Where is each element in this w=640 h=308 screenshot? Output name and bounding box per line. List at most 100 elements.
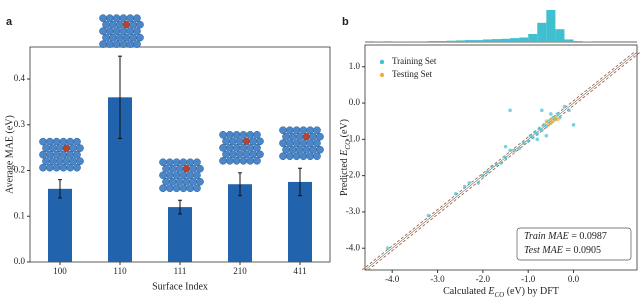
point bbox=[549, 112, 553, 116]
atom bbox=[106, 27, 114, 35]
atom bbox=[179, 171, 188, 180]
atom bbox=[279, 126, 287, 135]
atom bbox=[285, 139, 294, 148]
annotation: Test MAE = 0.0905 bbox=[524, 245, 601, 256]
atom bbox=[225, 143, 234, 152]
label-subscript: CO bbox=[494, 291, 504, 299]
error-bar bbox=[298, 167, 302, 197]
hist-bar bbox=[473, 40, 483, 42]
surface-image bbox=[99, 14, 144, 48]
atom bbox=[219, 156, 227, 165]
atom bbox=[225, 130, 234, 139]
annotation-name: Test MAE bbox=[524, 245, 563, 256]
x-tick-label: 100 bbox=[53, 266, 67, 276]
point bbox=[426, 213, 431, 218]
y-tick-label: 0.0 bbox=[349, 97, 361, 107]
hist-bar bbox=[501, 38, 511, 42]
annotation-value: = 0.0905 bbox=[563, 245, 601, 256]
atom bbox=[219, 130, 227, 139]
hist-bar bbox=[491, 39, 501, 42]
atom bbox=[102, 33, 110, 42]
bar bbox=[48, 188, 72, 262]
atom bbox=[106, 14, 114, 22]
atom bbox=[42, 144, 50, 152]
atom bbox=[133, 40, 141, 48]
hist-bar bbox=[546, 10, 556, 42]
hist-bar bbox=[455, 40, 465, 42]
x-tick-label: -2.0 bbox=[476, 274, 491, 284]
hist-bar bbox=[510, 38, 520, 42]
atom bbox=[162, 177, 170, 186]
surface-image bbox=[159, 158, 204, 193]
atom bbox=[162, 164, 170, 173]
hist-bar bbox=[446, 40, 456, 42]
y-tick-label: 0.0 bbox=[14, 256, 26, 266]
hist-bar bbox=[519, 37, 529, 42]
atom bbox=[168, 164, 177, 173]
y-tick-label: 1.0 bbox=[349, 61, 361, 71]
y-tick-label: 0.3 bbox=[14, 119, 26, 129]
hist-bar bbox=[564, 39, 574, 42]
atom bbox=[133, 14, 141, 22]
atom bbox=[232, 130, 241, 139]
atom bbox=[196, 164, 204, 173]
atom bbox=[182, 177, 191, 186]
y-tick-label: -3.0 bbox=[346, 206, 361, 216]
point bbox=[540, 128, 544, 133]
atom bbox=[292, 152, 301, 161]
atom bbox=[122, 33, 131, 42]
atom bbox=[242, 150, 251, 159]
annotation: Train MAE = 0.0987 bbox=[524, 231, 607, 242]
atom bbox=[136, 20, 144, 29]
atom bbox=[228, 137, 237, 146]
atom bbox=[49, 157, 57, 165]
parity-line bbox=[367, 51, 640, 271]
atom bbox=[225, 156, 234, 165]
point bbox=[481, 173, 485, 178]
atom bbox=[292, 126, 301, 135]
atom bbox=[313, 126, 321, 135]
atom bbox=[179, 158, 188, 167]
y-axis-label: Average MAE (eV) bbox=[4, 115, 15, 194]
point bbox=[555, 117, 560, 122]
atom bbox=[302, 145, 311, 154]
axis-label: Calculated ECO (eV) by DFT bbox=[443, 286, 559, 298]
hist-bar bbox=[573, 41, 583, 42]
label-symbol: E bbox=[339, 150, 350, 157]
atom bbox=[222, 137, 230, 146]
annotation-value: = 0.0987 bbox=[569, 231, 607, 242]
atom bbox=[59, 150, 68, 159]
atom bbox=[295, 145, 304, 154]
atom bbox=[99, 40, 107, 48]
y-tick-label: 0.4 bbox=[14, 73, 26, 83]
atom bbox=[168, 177, 177, 186]
hist-bar bbox=[528, 34, 538, 42]
atom bbox=[316, 145, 324, 154]
atom bbox=[126, 40, 134, 48]
atom bbox=[285, 126, 294, 135]
atom bbox=[179, 184, 188, 193]
point bbox=[562, 104, 567, 109]
atom bbox=[193, 158, 201, 167]
atom bbox=[159, 158, 167, 167]
atom bbox=[69, 157, 77, 165]
legend-marker bbox=[379, 72, 385, 78]
annotation-name: Train MAE bbox=[524, 231, 569, 242]
atom bbox=[126, 14, 134, 22]
point bbox=[476, 181, 481, 185]
atom bbox=[62, 157, 71, 165]
hist-bar bbox=[410, 41, 420, 42]
atom bbox=[306, 126, 315, 135]
label-text: Calculated bbox=[443, 286, 488, 297]
point bbox=[526, 139, 530, 143]
y-tick-label: -1.0 bbox=[346, 133, 361, 143]
point bbox=[540, 108, 544, 113]
label-text: (eV) by DFT bbox=[504, 286, 559, 297]
atom bbox=[39, 150, 47, 159]
atom bbox=[288, 132, 297, 141]
atom bbox=[119, 27, 128, 35]
point bbox=[467, 181, 472, 185]
atom bbox=[228, 150, 237, 159]
label-subscript: CO bbox=[344, 140, 352, 150]
